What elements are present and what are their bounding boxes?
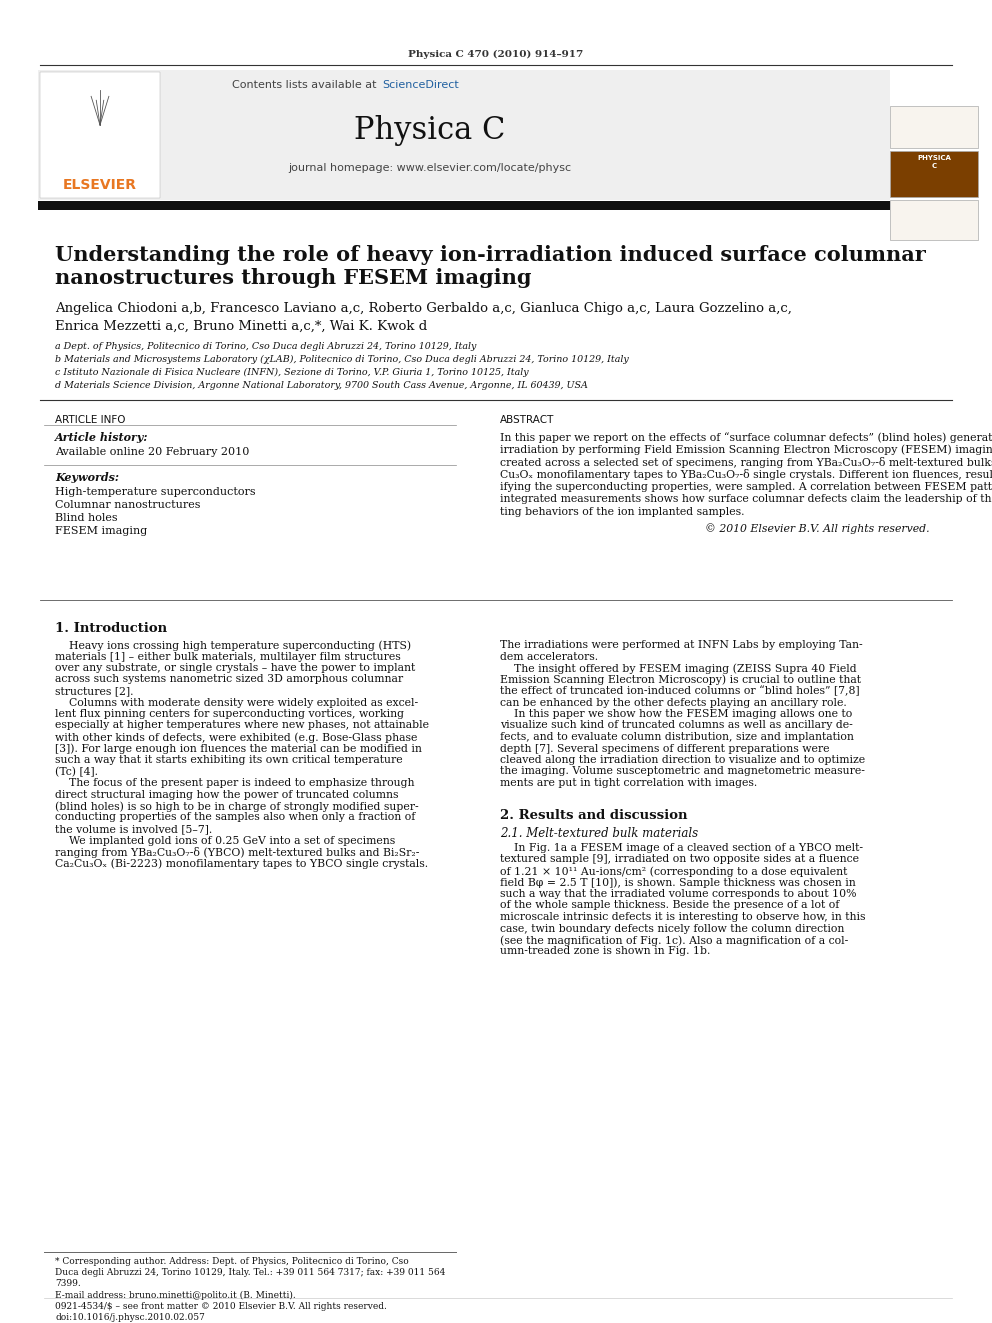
Text: b Materials and Microsystems Laboratory (χLAB), Politecnico di Torino, Cso Duca : b Materials and Microsystems Laboratory …: [55, 355, 629, 364]
Text: ELSEVIER: ELSEVIER: [63, 179, 137, 192]
Text: the imaging. Volume susceptometric and magnetometric measure-: the imaging. Volume susceptometric and m…: [500, 766, 865, 777]
Text: We implanted gold ions of 0.25 GeV into a set of specimens: We implanted gold ions of 0.25 GeV into …: [55, 836, 395, 845]
Text: Enrica Mezzetti a,c, Bruno Minetti a,c,*, Wai K. Kwok d: Enrica Mezzetti a,c, Bruno Minetti a,c,*…: [55, 320, 428, 333]
Text: E-mail address: bruno.minetti@polito.it (B. Minetti).: E-mail address: bruno.minetti@polito.it …: [55, 1291, 296, 1301]
Text: nanostructures through FESEM imaging: nanostructures through FESEM imaging: [55, 269, 532, 288]
Text: The insight offered by FESEM imaging (ZEISS Supra 40 Field: The insight offered by FESEM imaging (ZE…: [500, 663, 857, 673]
Text: field Bφ = 2.5 T [10]), is shown. Sample thickness was chosen in: field Bφ = 2.5 T [10]), is shown. Sample…: [500, 877, 856, 888]
Text: Understanding the role of heavy ion-irradiation induced surface columnar: Understanding the role of heavy ion-irra…: [55, 245, 926, 265]
Bar: [890, 200, 978, 239]
Text: umn-treaded zone is shown in Fig. 1b.: umn-treaded zone is shown in Fig. 1b.: [500, 946, 710, 957]
Text: direct structural imaging how the power of truncated columns: direct structural imaging how the power …: [55, 790, 399, 799]
Text: Cu₃Oₓ monofilamentary tapes to YBa₂Cu₃O₇-δ single crystals. Different ion fluenc: Cu₃Oₓ monofilamentary tapes to YBa₂Cu₃O₇…: [500, 470, 992, 480]
Text: across such systems nanometric sized 3D amorphous columnar: across such systems nanometric sized 3D …: [55, 675, 403, 684]
Text: over any substrate, or single crystals – have the power to implant: over any substrate, or single crystals –…: [55, 663, 416, 673]
Text: ABSTRACT: ABSTRACT: [500, 415, 555, 425]
Text: textured sample [9], irradiated on two opposite sides at a fluence: textured sample [9], irradiated on two o…: [500, 855, 859, 864]
Text: depth [7]. Several specimens of different preparations were: depth [7]. Several specimens of differen…: [500, 744, 829, 754]
Text: a Dept. of Physics, Politecnico di Torino, Cso Duca degli Abruzzi 24, Torino 101: a Dept. of Physics, Politecnico di Torin…: [55, 343, 476, 351]
Text: ScienceDirect: ScienceDirect: [382, 79, 458, 90]
Text: (see the magnification of Fig. 1c). Also a magnification of a col-: (see the magnification of Fig. 1c). Also…: [500, 935, 848, 946]
Text: High-temperature superconductors: High-temperature superconductors: [55, 487, 256, 497]
Text: cleaved along the irradiation direction to visualize and to optimize: cleaved along the irradiation direction …: [500, 755, 865, 765]
Text: irradiation by performing Field Emission Scanning Electron Microscopy (FESEM) im: irradiation by performing Field Emission…: [500, 445, 992, 455]
Text: ifying the superconducting properties, were sampled. A correlation between FESEM: ifying the superconducting properties, w…: [500, 482, 992, 492]
Bar: [890, 151, 978, 197]
Bar: [890, 106, 978, 148]
Text: (Tc) [4].: (Tc) [4].: [55, 766, 98, 777]
Text: doi:10.1016/j.physc.2010.02.057: doi:10.1016/j.physc.2010.02.057: [55, 1312, 205, 1322]
Text: such a way that the irradiated volume corresponds to about 10%: such a way that the irradiated volume co…: [500, 889, 856, 900]
Text: 0921-4534/$ – see front matter © 2010 Elsevier B.V. All rights reserved.: 0921-4534/$ – see front matter © 2010 El…: [55, 1302, 387, 1311]
Text: ARTICLE INFO: ARTICLE INFO: [55, 415, 126, 425]
Text: ting behaviors of the ion implanted samples.: ting behaviors of the ion implanted samp…: [500, 507, 745, 517]
Text: ments are put in tight correlation with images.: ments are put in tight correlation with …: [500, 778, 757, 789]
Text: dem accelerators.: dem accelerators.: [500, 651, 598, 662]
Text: Emission Scanning Electron Microscopy) is crucial to outline that: Emission Scanning Electron Microscopy) i…: [500, 675, 861, 685]
Text: especially at higher temperatures where new phases, not attainable: especially at higher temperatures where …: [55, 721, 429, 730]
Text: 2.1. Melt-textured bulk materials: 2.1. Melt-textured bulk materials: [500, 827, 698, 840]
Text: visualize such kind of truncated columns as well as ancillary de-: visualize such kind of truncated columns…: [500, 721, 853, 730]
Text: the volume is involved [5–7].: the volume is involved [5–7].: [55, 824, 212, 833]
Text: ranging from YBa₂Cu₃O₇-δ (YBCO) melt-textured bulks and Bi₂Sr₂-: ranging from YBa₂Cu₃O₇-δ (YBCO) melt-tex…: [55, 847, 420, 859]
Text: c Istituto Nazionale di Fisica Nucleare (INFN), Sezione di Torino, V.P. Giuria 1: c Istituto Nazionale di Fisica Nucleare …: [55, 368, 529, 377]
Text: case, twin boundary defects nicely follow the column direction: case, twin boundary defects nicely follo…: [500, 923, 844, 934]
Text: Heavy ions crossing high temperature superconducting (HTS): Heavy ions crossing high temperature sup…: [55, 640, 411, 651]
Text: PHYSICA: PHYSICA: [917, 155, 951, 161]
Text: Physica C: Physica C: [354, 115, 506, 146]
Text: © 2010 Elsevier B.V. All rights reserved.: © 2010 Elsevier B.V. All rights reserved…: [705, 524, 930, 534]
Text: In this paper we show how the FESEM imaging allows one to: In this paper we show how the FESEM imag…: [500, 709, 852, 718]
Text: integrated measurements shows how surface columnar defects claim the leadership : integrated measurements shows how surfac…: [500, 495, 992, 504]
Text: d Materials Science Division, Argonne National Laboratory, 9700 South Cass Avenu: d Materials Science Division, Argonne Na…: [55, 381, 588, 390]
Bar: [40, 71, 160, 198]
Text: Columnar nanostructures: Columnar nanostructures: [55, 500, 200, 509]
Text: In this paper we report on the effects of “surface columnar defects” (blind hole: In this paper we report on the effects o…: [500, 433, 992, 443]
Text: Article history:: Article history:: [55, 433, 149, 443]
Text: can be enhanced by the other defects playing an ancillary role.: can be enhanced by the other defects pla…: [500, 697, 847, 708]
Text: created across a selected set of specimens, ranging from YBa₂Cu₃O₇-δ melt-textur: created across a selected set of specime…: [500, 456, 992, 468]
Text: C: C: [931, 163, 936, 169]
Text: 1. Introduction: 1. Introduction: [55, 622, 167, 635]
Text: FESEM imaging: FESEM imaging: [55, 527, 147, 536]
Text: such a way that it starts exhibiting its own critical temperature: such a way that it starts exhibiting its…: [55, 755, 403, 765]
Text: Duca degli Abruzzi 24, Torino 10129, Italy. Tel.: +39 011 564 7317; fax: +39 011: Duca degli Abruzzi 24, Torino 10129, Ita…: [55, 1267, 445, 1277]
Bar: [38, 70, 890, 200]
Text: microscale intrinsic defects it is interesting to observe how, in this: microscale intrinsic defects it is inter…: [500, 912, 865, 922]
Text: Columns with moderate density were widely exploited as excel-: Columns with moderate density were widel…: [55, 697, 418, 708]
Text: Ca₂Cu₃Oₓ (Bi-2223) monofilamentary tapes to YBCO single crystals.: Ca₂Cu₃Oₓ (Bi-2223) monofilamentary tapes…: [55, 859, 429, 869]
Text: conducting properties of the samples also when only a fraction of: conducting properties of the samples als…: [55, 812, 416, 823]
Text: Available online 20 February 2010: Available online 20 February 2010: [55, 447, 249, 456]
Text: Physica C 470 (2010) 914–917: Physica C 470 (2010) 914–917: [409, 50, 583, 60]
Text: The focus of the present paper is indeed to emphasize through: The focus of the present paper is indeed…: [55, 778, 415, 789]
Text: Keywords:: Keywords:: [55, 472, 119, 483]
Text: [3]). For large enough ion fluences the material can be modified in: [3]). For large enough ion fluences the …: [55, 744, 422, 754]
Text: Blind holes: Blind holes: [55, 513, 118, 523]
Text: * Corresponding author. Address: Dept. of Physics, Politecnico di Torino, Cso: * Corresponding author. Address: Dept. o…: [55, 1257, 409, 1266]
Text: In Fig. 1a a FESEM image of a cleaved section of a YBCO melt-: In Fig. 1a a FESEM image of a cleaved se…: [500, 843, 863, 853]
Text: 2. Results and discussion: 2. Results and discussion: [500, 808, 687, 822]
Text: Contents lists available at: Contents lists available at: [232, 79, 380, 90]
Text: of the whole sample thickness. Beside the presence of a lot of: of the whole sample thickness. Beside th…: [500, 901, 839, 910]
Text: 7399.: 7399.: [55, 1279, 80, 1289]
Text: (blind holes) is so high to be in charge of strongly modified super-: (blind holes) is so high to be in charge…: [55, 800, 419, 811]
Bar: [38, 201, 890, 210]
Text: journal homepage: www.elsevier.com/locate/physc: journal homepage: www.elsevier.com/locat…: [289, 163, 571, 173]
Text: structures [2].: structures [2].: [55, 687, 134, 696]
Text: lent flux pinning centers for superconducting vortices, working: lent flux pinning centers for supercondu…: [55, 709, 404, 718]
Text: of 1.21 × 10¹¹ Au-ions/cm² (corresponding to a dose equivalent: of 1.21 × 10¹¹ Au-ions/cm² (correspondin…: [500, 867, 847, 877]
Text: materials [1] – either bulk materials, multilayer film structures: materials [1] – either bulk materials, m…: [55, 651, 401, 662]
Text: fects, and to evaluate column distribution, size and implantation: fects, and to evaluate column distributi…: [500, 732, 854, 742]
Text: Angelica Chiodoni a,b, Francesco Laviano a,c, Roberto Gerbaldo a,c, Gianluca Chi: Angelica Chiodoni a,b, Francesco Laviano…: [55, 302, 792, 315]
Text: with other kinds of defects, were exhibited (e.g. Bose-Glass phase: with other kinds of defects, were exhibi…: [55, 732, 418, 742]
Text: the effect of truncated ion-induced columns or “blind holes” [7,8]: the effect of truncated ion-induced colu…: [500, 687, 860, 697]
Text: The irradiations were performed at INFN Labs by employing Tan-: The irradiations were performed at INFN …: [500, 640, 863, 650]
